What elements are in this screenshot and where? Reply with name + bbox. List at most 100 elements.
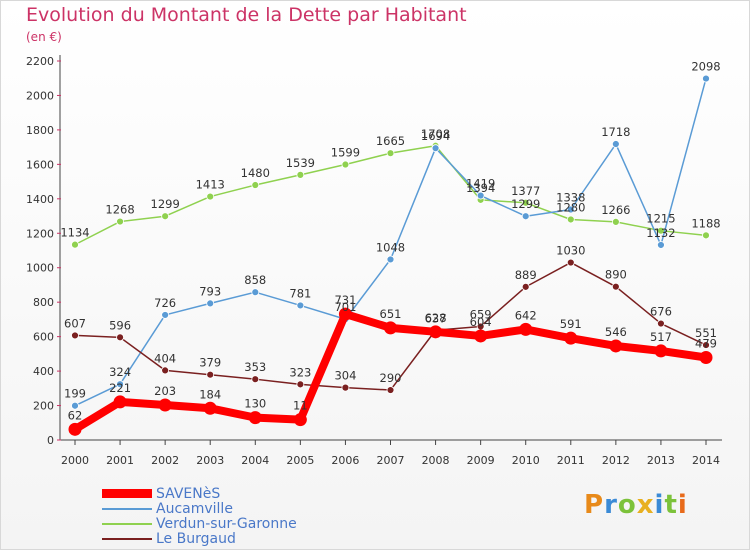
data-point: [384, 321, 397, 335]
data-label: 199: [64, 387, 86, 401]
data-point: [566, 205, 575, 214]
data-point: [611, 218, 620, 226]
data-label: 1215: [646, 212, 675, 226]
data-label: 1266: [601, 203, 630, 217]
data-point: [521, 282, 530, 291]
data-point: [338, 307, 352, 321]
data-point: [521, 212, 530, 221]
data-label: 1377: [511, 184, 540, 198]
data-label: 379: [199, 356, 221, 370]
data-label: 676: [650, 305, 672, 319]
data-label: 607: [64, 316, 86, 330]
data-point: [699, 350, 713, 364]
data-point: [296, 301, 305, 310]
data-point: [113, 395, 127, 409]
data-label: 642: [515, 308, 537, 322]
data-label: 1048: [376, 240, 405, 254]
legend-item-savenes: SAVENèS: [102, 485, 221, 502]
x-tick-label: 2012: [602, 454, 630, 467]
data-label: 184: [199, 387, 221, 401]
data-label: 1539: [286, 156, 315, 170]
data-label: 353: [244, 360, 266, 374]
data-label: 659: [470, 307, 492, 321]
x-tick-label: 2000: [61, 454, 89, 467]
x-tick-label: 2011: [557, 454, 585, 467]
data-label: 1419: [466, 177, 495, 191]
legend-label-savenes: SAVENèS: [156, 485, 221, 502]
data-label: 890: [605, 268, 627, 282]
data-point: [566, 258, 575, 267]
data-point: [386, 386, 395, 394]
chart-unit-label: (en €): [26, 30, 62, 44]
data-point: [476, 191, 485, 200]
data-point: [116, 380, 124, 389]
data-point: [116, 217, 124, 226]
data-point: [519, 322, 533, 336]
data-label: 637: [425, 311, 447, 325]
data-point: [248, 411, 262, 425]
data-label: 62: [68, 408, 83, 422]
data-label: 517: [650, 330, 672, 344]
data-label: 701: [334, 300, 356, 314]
y-tick-label: 1800: [26, 124, 54, 137]
data-point: [566, 215, 575, 224]
legend-item-verdun: Verdun-sur-Garonne: [102, 515, 297, 532]
data-point: [71, 331, 79, 340]
y-tick-label: 200: [33, 400, 54, 413]
data-label: 781: [289, 286, 311, 300]
data-point: [341, 383, 350, 392]
data-point: [161, 366, 170, 375]
data-point: [203, 401, 217, 415]
data-point: [702, 341, 710, 349]
y-tick-label: 1600: [26, 158, 54, 171]
data-label: 628: [425, 311, 447, 325]
data-label: 1694: [421, 129, 450, 143]
data-label: 324: [109, 365, 131, 379]
x-tick-label: 2005: [286, 454, 314, 467]
data-label: 203: [154, 384, 176, 398]
data-point: [609, 339, 623, 353]
y-tick-label: 2000: [26, 89, 54, 102]
data-point: [657, 319, 665, 328]
data-point: [68, 422, 82, 436]
data-label: 546: [605, 325, 627, 339]
legend-label-aucamville: Aucamville: [156, 500, 233, 517]
data-point: [611, 282, 620, 291]
data-label: 731: [334, 293, 356, 307]
data-point: [431, 144, 440, 153]
data-label: 1132: [646, 226, 675, 240]
data-point: [206, 299, 215, 308]
legend-label-verdun: Verdun-sur-Garonne: [156, 515, 297, 532]
x-tick-label: 2007: [377, 454, 405, 467]
proxiti-logo: Proxiti: [584, 490, 688, 520]
data-label: 1299: [511, 197, 540, 211]
data-point: [251, 288, 260, 297]
data-label: 304: [334, 369, 356, 383]
data-label: 404: [154, 351, 176, 365]
y-tick-label: 2200: [26, 55, 54, 68]
logo-letter: r: [604, 490, 618, 520]
data-label: 651: [380, 307, 402, 321]
legend-label-le-burgaud: Le Burgaud: [156, 530, 236, 547]
logo-letter: i: [654, 490, 665, 520]
logo-letter: P: [584, 490, 605, 520]
data-label: 858: [244, 273, 266, 287]
data-label: 1188: [691, 216, 720, 230]
logo-letter: t: [664, 490, 678, 520]
legend-swatch-aucamville: [102, 507, 152, 510]
data-label: 1394: [466, 181, 495, 195]
data-point: [386, 255, 395, 264]
data-label: 889: [515, 268, 537, 282]
data-point: [296, 170, 305, 179]
data-point: [251, 375, 260, 384]
y-tick-label: 600: [33, 331, 54, 344]
x-tick-label: 2010: [512, 454, 540, 467]
data-point: [116, 333, 124, 342]
data-point: [206, 370, 215, 379]
x-tick-label: 2004: [241, 454, 269, 467]
data-point: [386, 149, 395, 158]
data-point: [474, 329, 488, 343]
data-label: 1480: [241, 166, 270, 180]
data-point: [158, 398, 172, 412]
